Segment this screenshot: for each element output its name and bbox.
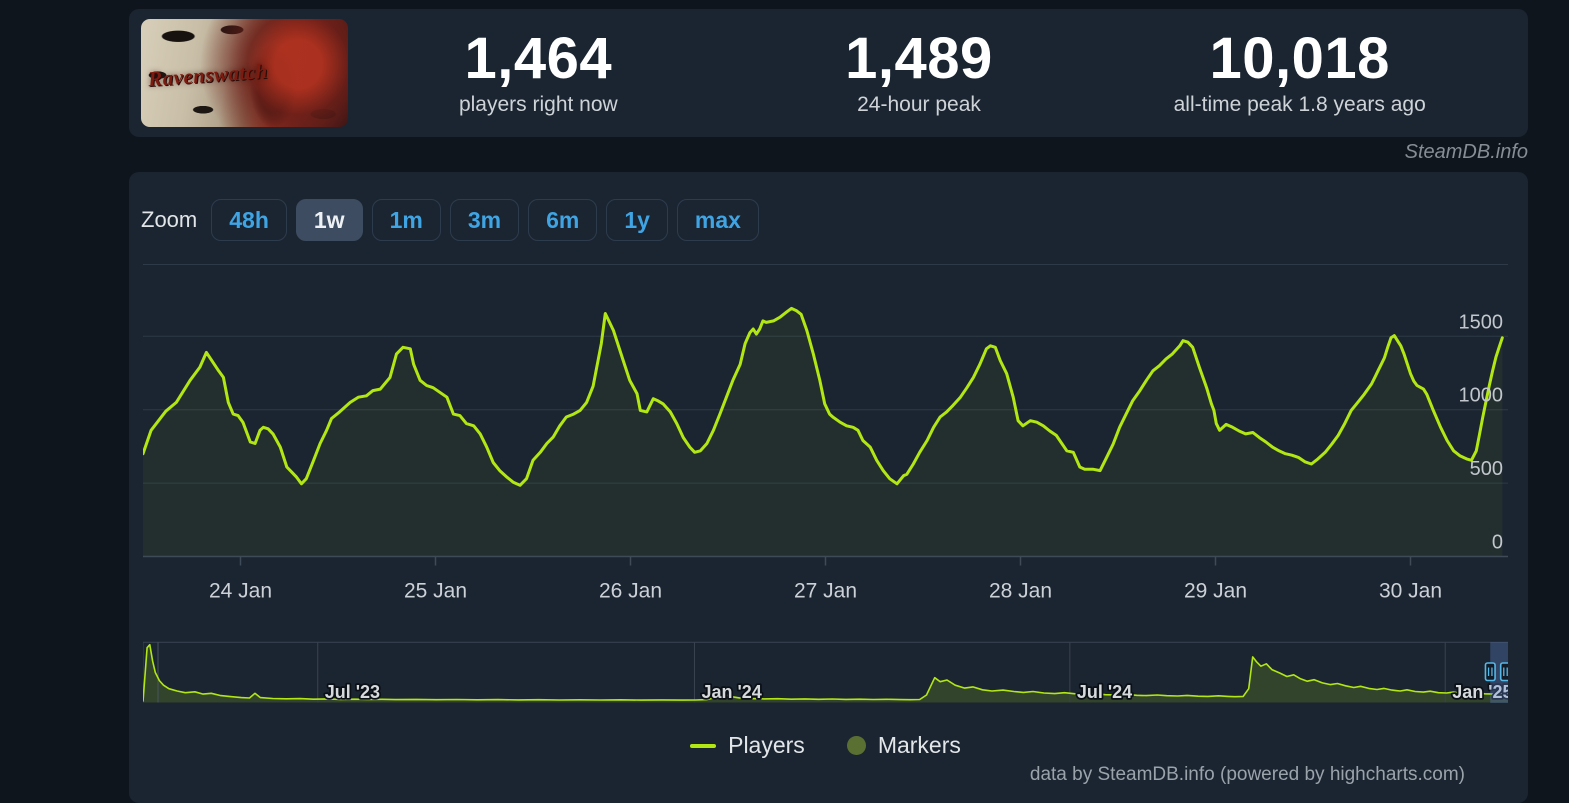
hooded-character-art xyxy=(141,19,348,127)
x-axis-label: 30 Jan xyxy=(1379,580,1442,603)
range-button-1w[interactable]: 1w xyxy=(295,199,363,241)
navigator-month-label: Jan '24 xyxy=(701,682,761,702)
navigator-mini-chart[interactable]: Jul '23 Jan '24 Jul '24 Jan '25 xyxy=(143,638,1508,706)
peak-24h-value: 1,489 xyxy=(845,25,993,91)
stat-current-players: 1,464 players right now xyxy=(348,25,729,118)
chart-credit[interactable]: data by SteamDB.info (powered by highcha… xyxy=(1029,764,1465,785)
x-axis-label: 26 Jan xyxy=(599,580,662,603)
players-line xyxy=(143,306,1504,487)
range-button-3m[interactable]: 3m xyxy=(449,199,520,241)
x-axis-label: 24 Jan xyxy=(209,580,272,603)
stats-card: Ravenswatch 1,464 players right now 1,48… xyxy=(129,9,1528,137)
legend-players-label: Players xyxy=(728,732,805,758)
y-axis-label: 0 xyxy=(1492,532,1503,554)
x-axis-label: 29 Jan xyxy=(1184,580,1247,603)
players-area-fill xyxy=(143,308,1503,557)
range-button-max[interactable]: max xyxy=(676,199,759,241)
game-banner: Ravenswatch xyxy=(141,19,348,127)
zoom-toolbar: Zoom 48h 1w 1m 3m 6m 1y max xyxy=(141,199,759,241)
markers-circle-icon xyxy=(846,736,866,755)
y-axis-label: 500 xyxy=(1470,458,1503,480)
navigator-line xyxy=(143,643,1508,702)
range-button-6m[interactable]: 6m xyxy=(528,199,598,241)
chart-legend: Players Markers xyxy=(143,732,1508,759)
legend-item-markers[interactable]: Markers xyxy=(846,732,961,759)
x-axis-label: 27 Jan xyxy=(794,580,857,603)
alltime-peak-label: all-time peak 1.8 years ago xyxy=(1173,93,1426,117)
navigator-month-label: Jul '23 xyxy=(325,682,380,702)
alltime-peak-value: 10,018 xyxy=(1209,25,1390,91)
x-axis-label: 25 Jan xyxy=(404,580,467,603)
players-line-icon xyxy=(690,743,717,748)
navigator-month-label: Jan '25 xyxy=(1452,682,1508,702)
range-button-1y[interactable]: 1y xyxy=(606,199,668,241)
stat-alltime-peak: 10,018 all-time peak 1.8 years ago xyxy=(1109,25,1490,118)
range-button-1m[interactable]: 1m xyxy=(371,199,441,241)
steamdb-watermark: SteamDB.info xyxy=(1404,141,1528,163)
legend-item-players[interactable]: Players xyxy=(690,732,805,759)
navigator-handle-right[interactable] xyxy=(1499,662,1508,682)
y-axis-label: 1500 xyxy=(1459,311,1504,333)
players-line-chart[interactable]: 24 Jan 25 Jan 26 Jan 27 Jan 28 Jan 29 Jan 30 J… xyxy=(143,264,1508,611)
stats-row: 1,464 players right now 1,489 24-hour pe… xyxy=(348,25,1490,118)
navigator-handle-left[interactable] xyxy=(1484,662,1496,682)
navigator-month-label: Jul '24 xyxy=(1077,682,1132,702)
current-players-label: players right now xyxy=(458,93,618,117)
range-button-48h[interactable]: 48h xyxy=(211,199,287,241)
peak-24h-label: 24-hour peak xyxy=(857,93,981,117)
zoom-label: Zoom xyxy=(141,207,198,232)
navigator-area-fill xyxy=(143,644,1508,703)
current-players-value: 1,464 xyxy=(464,25,613,91)
y-axis-label: 1000 xyxy=(1459,385,1504,407)
chart-panel: Zoom 48h 1w 1m 3m 6m 1y max 24 Jan 25 Jan… xyxy=(129,172,1528,803)
stat-24h-peak: 1,489 24-hour peak xyxy=(729,25,1110,118)
legend-markers-label: Markers xyxy=(877,732,961,758)
navigator-selection-band[interactable] xyxy=(1490,642,1508,703)
x-axis-label: 28 Jan xyxy=(989,580,1052,603)
